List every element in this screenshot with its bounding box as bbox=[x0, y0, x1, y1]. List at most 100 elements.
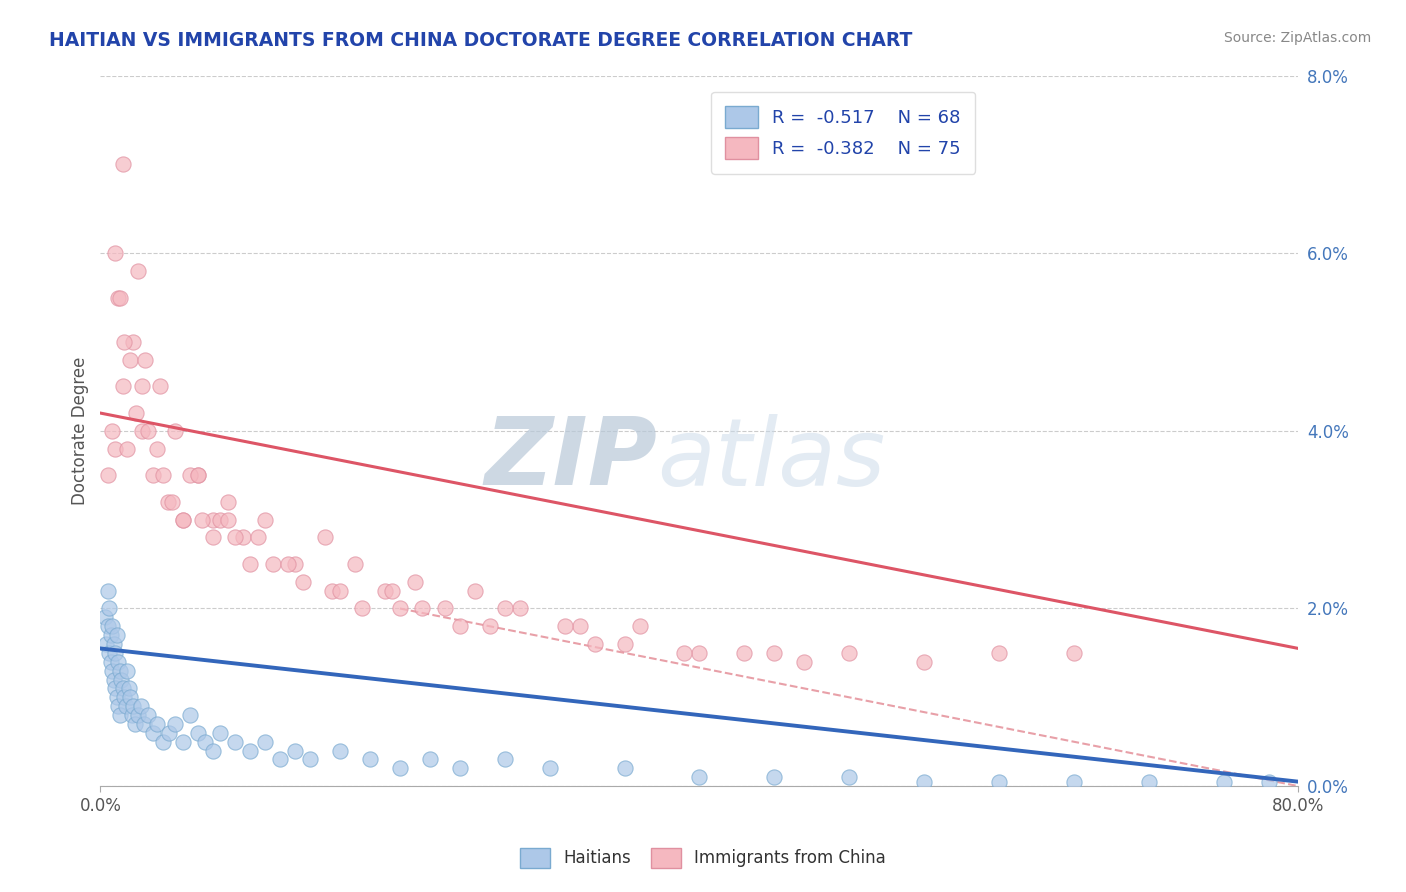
Point bbox=[97, 583, 120, 598]
Point bbox=[509, 601, 531, 615]
Point bbox=[146, 442, 169, 456]
Point bbox=[1063, 646, 1085, 660]
Point bbox=[628, 619, 651, 633]
Point bbox=[568, 619, 591, 633]
Point bbox=[191, 513, 214, 527]
Point bbox=[107, 655, 129, 669]
Point bbox=[246, 530, 269, 544]
Point bbox=[201, 743, 224, 757]
Point bbox=[131, 424, 153, 438]
Point bbox=[142, 726, 165, 740]
Point bbox=[381, 583, 404, 598]
Point bbox=[103, 637, 125, 651]
Point bbox=[97, 468, 120, 483]
Point bbox=[134, 352, 156, 367]
Point bbox=[142, 468, 165, 483]
Point bbox=[404, 574, 426, 589]
Point bbox=[136, 708, 159, 723]
Point bbox=[321, 583, 343, 598]
Point bbox=[98, 646, 121, 660]
Point bbox=[329, 743, 352, 757]
Point bbox=[374, 583, 396, 598]
Point bbox=[117, 664, 139, 678]
Point bbox=[838, 646, 860, 660]
Point bbox=[329, 583, 352, 598]
Point bbox=[108, 291, 131, 305]
Point bbox=[538, 761, 561, 775]
Point bbox=[793, 655, 815, 669]
Point bbox=[156, 495, 179, 509]
Point bbox=[613, 761, 636, 775]
Point bbox=[122, 699, 145, 714]
Point bbox=[224, 530, 246, 544]
Point bbox=[97, 619, 120, 633]
Point bbox=[152, 735, 174, 749]
Point bbox=[763, 646, 786, 660]
Point bbox=[209, 726, 232, 740]
Point bbox=[105, 628, 128, 642]
Point bbox=[224, 735, 246, 749]
Point bbox=[179, 708, 201, 723]
Point bbox=[359, 752, 381, 766]
Point bbox=[673, 646, 696, 660]
Point bbox=[343, 557, 366, 571]
Point bbox=[120, 352, 142, 367]
Point bbox=[299, 752, 322, 766]
Point bbox=[449, 761, 471, 775]
Point bbox=[763, 770, 786, 784]
Point bbox=[179, 468, 201, 483]
Point bbox=[110, 673, 132, 687]
Point bbox=[107, 291, 129, 305]
Point bbox=[101, 424, 124, 438]
Point bbox=[165, 424, 187, 438]
Point bbox=[105, 690, 128, 705]
Y-axis label: Doctorate Degree: Doctorate Degree bbox=[72, 357, 89, 505]
Point bbox=[912, 655, 935, 669]
Point bbox=[411, 601, 433, 615]
Point bbox=[494, 752, 516, 766]
Point bbox=[291, 574, 314, 589]
Point bbox=[277, 557, 299, 571]
Point bbox=[172, 735, 194, 749]
Point bbox=[1137, 774, 1160, 789]
Point bbox=[94, 610, 117, 624]
Point bbox=[464, 583, 486, 598]
Point bbox=[1063, 774, 1085, 789]
Point bbox=[352, 601, 374, 615]
Text: Source: ZipAtlas.com: Source: ZipAtlas.com bbox=[1223, 31, 1371, 45]
Point bbox=[100, 655, 122, 669]
Point bbox=[187, 726, 209, 740]
Point bbox=[194, 735, 217, 749]
Point bbox=[132, 717, 155, 731]
Point bbox=[129, 699, 152, 714]
Point bbox=[107, 699, 129, 714]
Point bbox=[239, 743, 262, 757]
Legend: R =  -0.517    N = 68, R =  -0.382    N = 75: R = -0.517 N = 68, R = -0.382 N = 75 bbox=[711, 92, 976, 174]
Point bbox=[165, 717, 187, 731]
Point bbox=[217, 513, 239, 527]
Text: ZIP: ZIP bbox=[485, 413, 658, 505]
Point bbox=[146, 717, 169, 731]
Point bbox=[388, 601, 411, 615]
Point bbox=[127, 264, 149, 278]
Point bbox=[1257, 774, 1279, 789]
Text: HAITIAN VS IMMIGRANTS FROM CHINA DOCTORATE DEGREE CORRELATION CHART: HAITIAN VS IMMIGRANTS FROM CHINA DOCTORA… bbox=[49, 31, 912, 50]
Point bbox=[112, 334, 135, 349]
Point bbox=[124, 717, 146, 731]
Point bbox=[284, 557, 307, 571]
Point bbox=[688, 770, 710, 784]
Point bbox=[388, 761, 411, 775]
Point bbox=[101, 664, 124, 678]
Point bbox=[111, 379, 134, 393]
Point bbox=[112, 690, 135, 705]
Point bbox=[108, 708, 131, 723]
Point bbox=[239, 557, 262, 571]
Point bbox=[122, 334, 145, 349]
Point bbox=[125, 406, 148, 420]
Point bbox=[114, 699, 136, 714]
Point bbox=[100, 628, 122, 642]
Point bbox=[314, 530, 336, 544]
Point bbox=[101, 619, 124, 633]
Point bbox=[478, 619, 501, 633]
Point bbox=[269, 752, 291, 766]
